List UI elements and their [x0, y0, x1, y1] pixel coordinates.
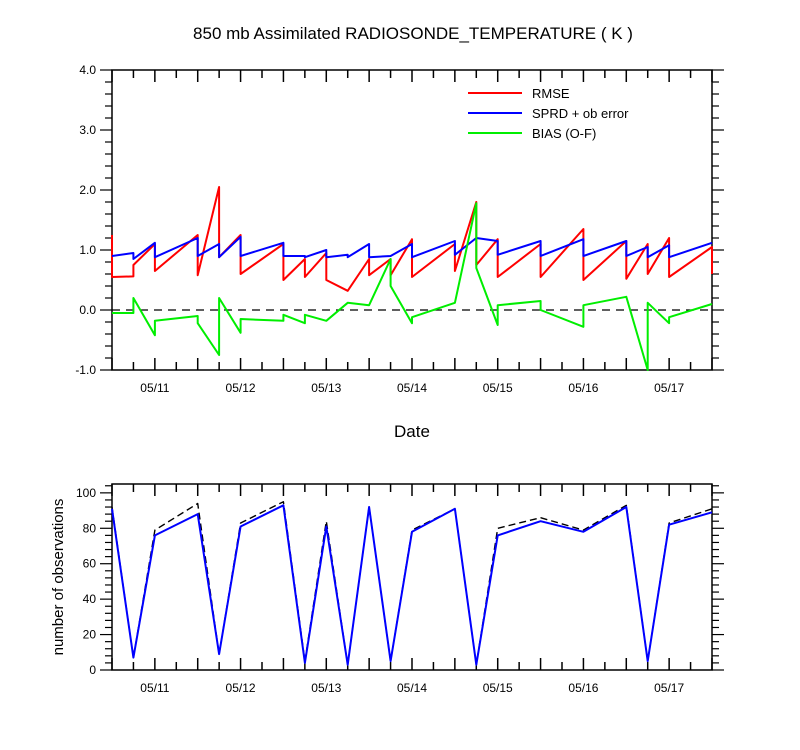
- y-tick-label: 2.0: [79, 183, 96, 197]
- y-tick-label: 0.0: [79, 303, 96, 317]
- y-tick-label: 0: [89, 663, 96, 677]
- x-tick-label: 05/17: [654, 381, 684, 395]
- y-tick-label: 100: [76, 486, 96, 500]
- series-line-possible: [111, 501, 713, 666]
- x-tick-label: 05/17: [654, 681, 684, 695]
- top-panel: 850 mb Assimilated RADIOSONDE_TEMPERATUR…: [75, 24, 724, 441]
- y-tick-label: 20: [83, 628, 97, 642]
- x-tick-label: 05/14: [397, 381, 427, 395]
- x-tick-label: 05/12: [226, 381, 256, 395]
- bottom-panel: 05/11 05/12 05/13 05/14 05/15 05/16 05/17 0 20 40…: [50, 483, 724, 695]
- series-group-2: [111, 501, 713, 666]
- ticks-group: 05/11 05/12 05/13 05/14 05/15 05/16 05/17 -1.0 0…: [75, 63, 724, 395]
- legend-label-2: SPRD + ob error: [532, 106, 629, 121]
- series-line-rmse: [111, 186, 713, 292]
- chart-title: 850 mb Assimilated RADIOSONDE_TEMPERATUR…: [193, 24, 633, 43]
- x-tick-label: 05/15: [483, 681, 513, 695]
- x-axis-label: Date: [394, 422, 430, 441]
- x-tick-label: 05/11: [140, 381, 169, 395]
- ticks-group-2: 05/11 05/12 05/13 05/14 05/15 05/16 05/17 0 20 40…: [76, 484, 724, 695]
- y-tick-label: 40: [83, 592, 97, 606]
- series-line-sprd-ob-error: [111, 235, 713, 260]
- legend-label-3: BIAS (O-F): [532, 126, 596, 141]
- x-tick-label: 05/16: [568, 381, 598, 395]
- x-tick-label: 05/13: [311, 681, 341, 695]
- y-axis-label: number of observations: [50, 499, 67, 656]
- series-group: [111, 186, 713, 371]
- plot-frame-2: [111, 483, 713, 671]
- y-tick-label: 1.0: [79, 243, 96, 257]
- series-line-assimilated: [111, 504, 713, 666]
- y-tick-label: 80: [83, 521, 97, 535]
- x-tick-label: 05/16: [568, 681, 598, 695]
- y-tick-label: 4.0: [79, 63, 96, 77]
- legend: RMSE SPRD + ob error BIAS (O-F): [468, 86, 629, 141]
- x-tick-label: 05/11: [140, 681, 169, 695]
- x-tick-label: 05/15: [483, 381, 513, 395]
- x-tick-label: 05/14: [397, 681, 427, 695]
- x-tick-label: 05/13: [311, 381, 341, 395]
- y-tick-label: 60: [83, 557, 97, 571]
- series-line-bias-o-f: [112, 202, 713, 371]
- x-tick-label: 05/12: [226, 681, 256, 695]
- y-tick-label: -1.0: [75, 363, 96, 377]
- legend-label-1: RMSE: [532, 86, 570, 101]
- y-tick-label: 3.0: [79, 123, 96, 137]
